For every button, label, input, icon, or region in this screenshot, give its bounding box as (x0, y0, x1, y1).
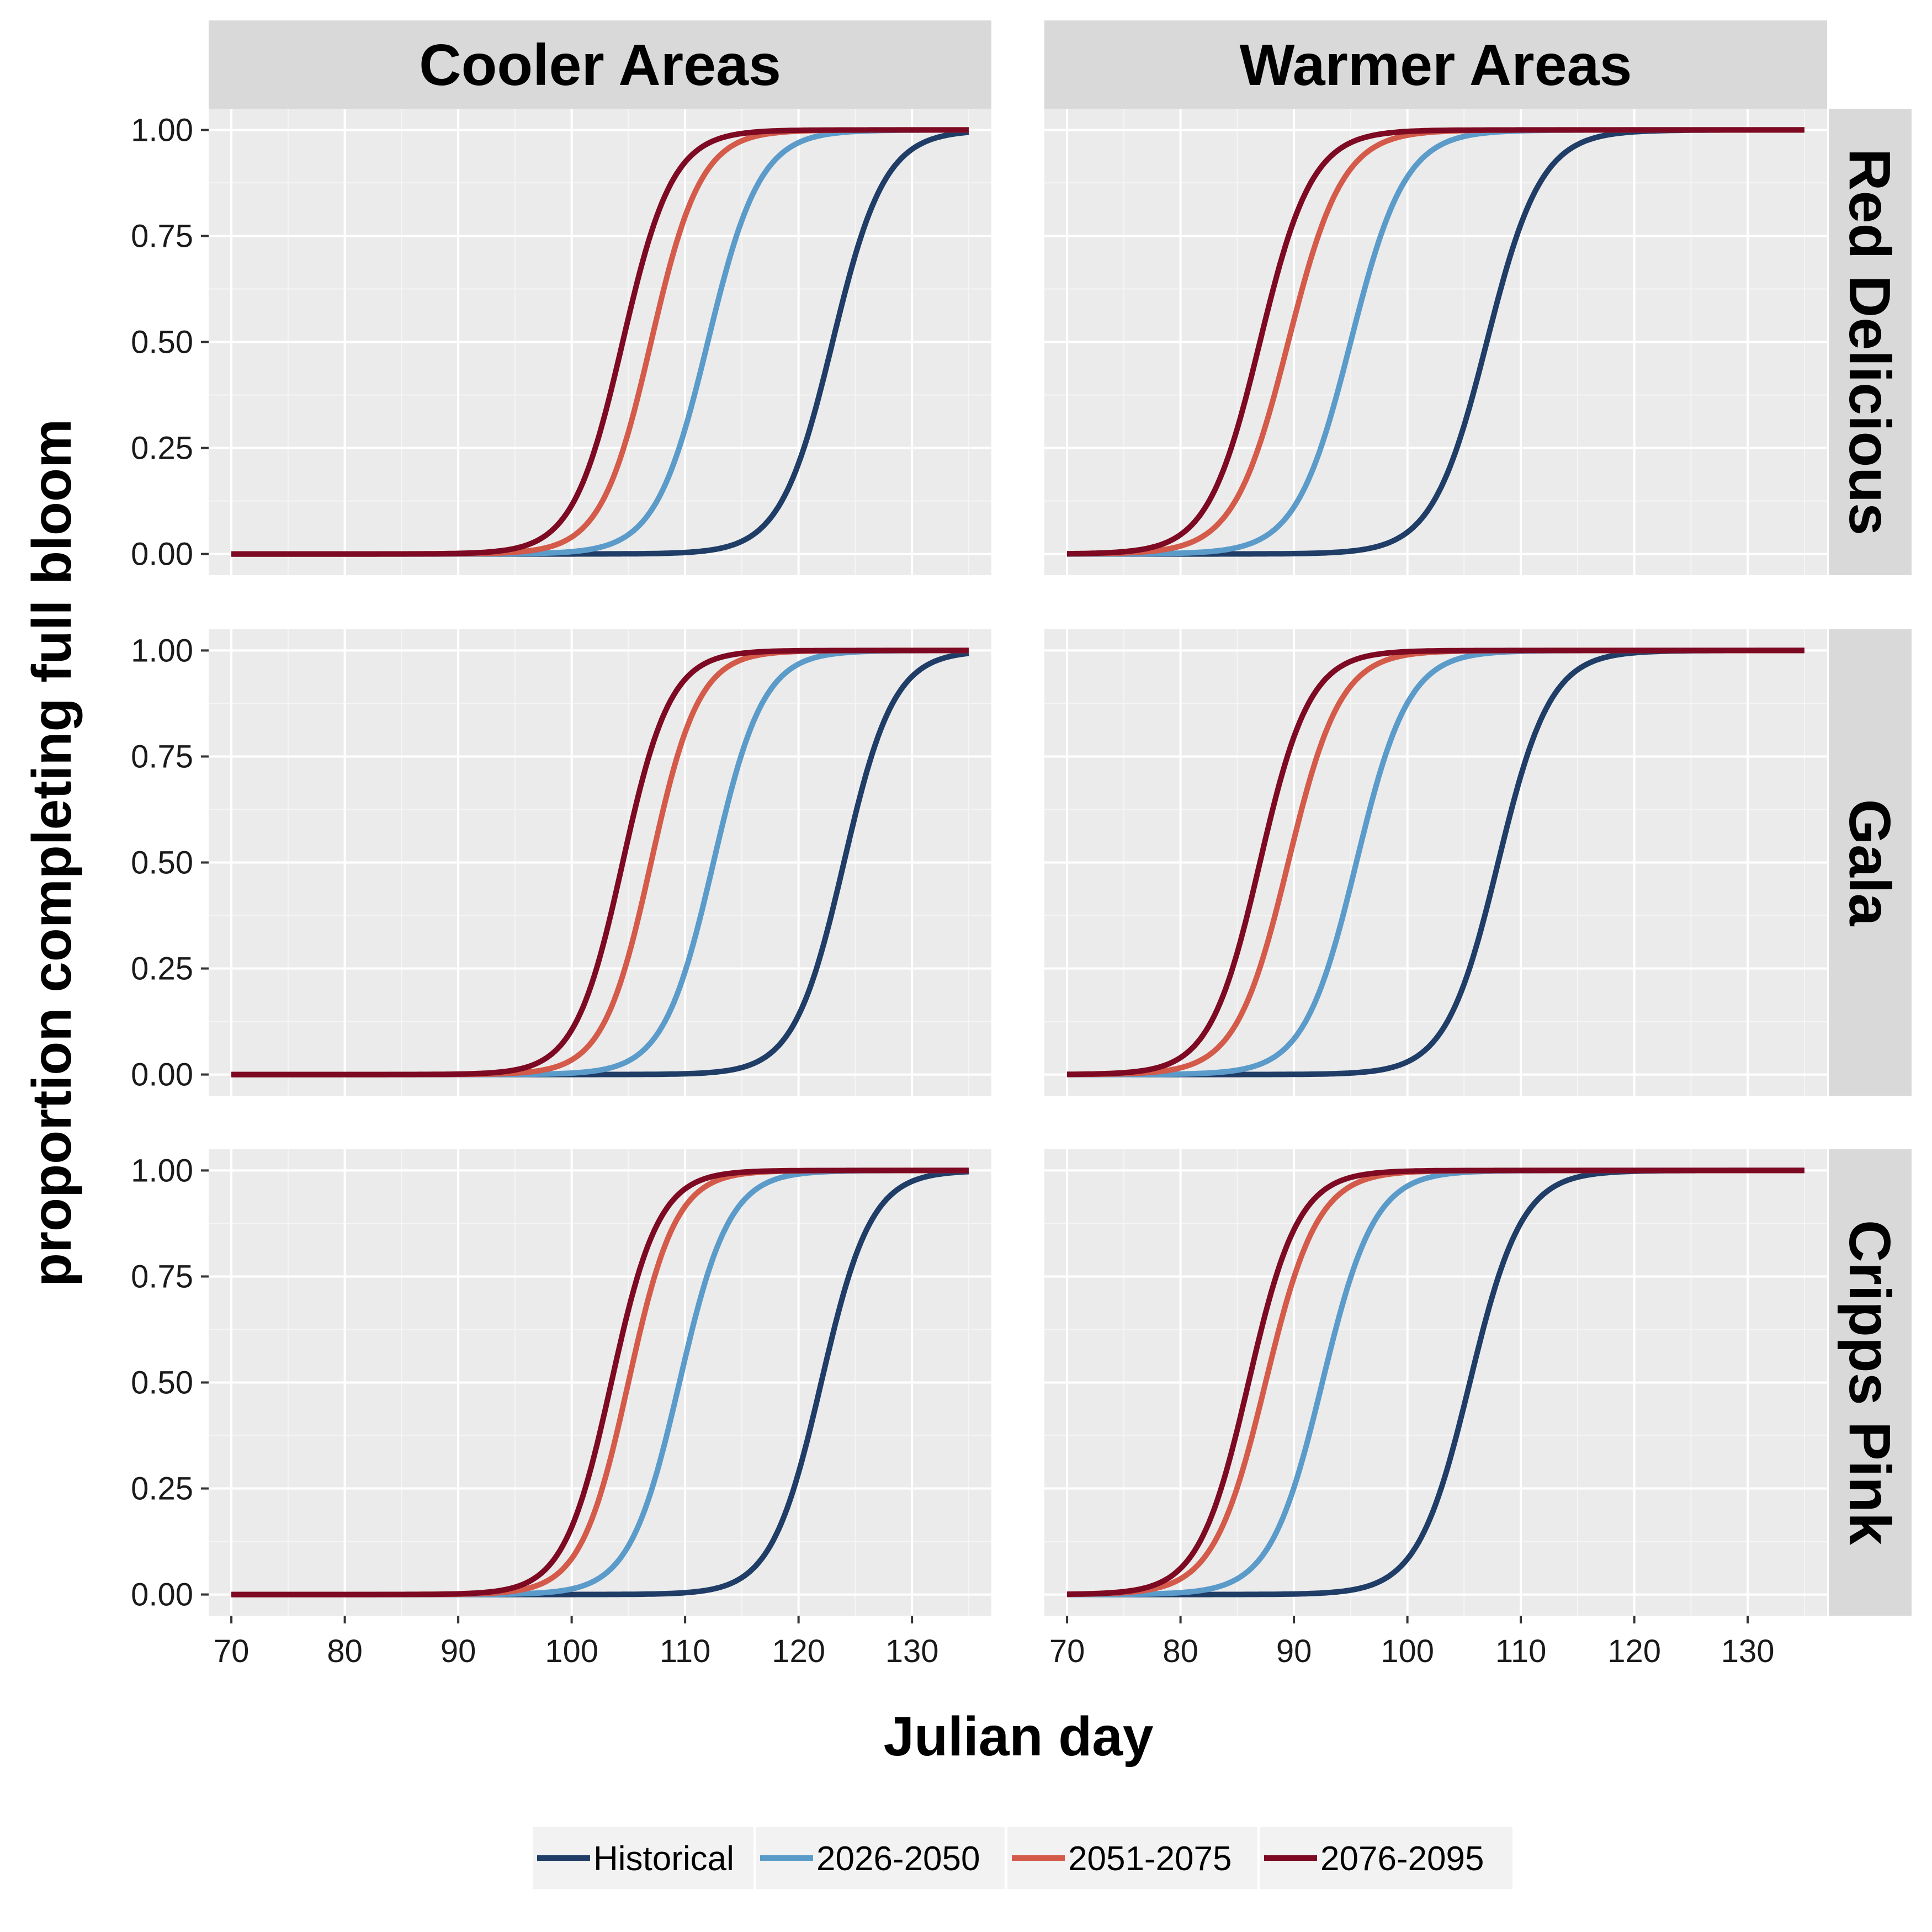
y-tick-label: 0.00 (131, 1577, 193, 1613)
x-tick-label: 110 (1495, 1633, 1546, 1669)
strip-label-gala: Gala (1837, 799, 1902, 927)
x-tick-label: 90 (1276, 1633, 1312, 1669)
y-tick-label: 0.50 (131, 325, 193, 360)
x-tick-label: 120 (1607, 1633, 1661, 1669)
legend: Historical 2026-2050 2051-2075 2076-2095 (533, 1827, 1512, 1889)
strip-label-cripps-pink: Cripps Pink (1837, 1220, 1902, 1546)
panel-red-delicious-warmer-areas (1044, 109, 1827, 575)
series-line-2076-2095 (1067, 1167, 1804, 1597)
series-line-2076-2095 (1067, 647, 1804, 1078)
panels-layer (209, 109, 1827, 1616)
y-axis-title: proportion completing full bloom (21, 419, 83, 1287)
x-tick-label: 130 (885, 1633, 939, 1669)
legend-item-2051-2075: 2051-2075 (1007, 1827, 1257, 1889)
series-line-2076-2095 (231, 647, 969, 1078)
legend-label: 2026-2050 (816, 1840, 980, 1878)
y-tick-label: 0.25 (131, 431, 193, 466)
series-line-2076-2095 (231, 1167, 969, 1597)
panel-cripps-pink-warmer-areas (1044, 1149, 1827, 1616)
x-tick-label: 100 (1381, 1633, 1434, 1669)
series-line-2076-2095 (1067, 127, 1804, 557)
strip-cooler-areas (209, 20, 991, 109)
y-tick-label: 1.00 (131, 1153, 193, 1188)
legend-item-2026-2050: 2026-2050 (756, 1827, 1005, 1889)
strip-gala (1829, 629, 1912, 1096)
y-tick-label: 0.00 (131, 1057, 193, 1093)
legend-label: Historical (593, 1840, 734, 1878)
panel-cripps-pink-cooler-areas (209, 1149, 991, 1616)
strip-label-red-delicious: Red Delicious (1837, 148, 1902, 535)
x-tick-label: 110 (660, 1633, 710, 1669)
y-tick-label: 0.25 (131, 951, 193, 987)
strip-cripps-pink (1829, 1149, 1912, 1616)
legend-label: 2076-2095 (1320, 1840, 1484, 1878)
legend-item-historical: Historical (533, 1827, 753, 1889)
panel-gala-warmer-areas (1044, 629, 1827, 1096)
y-tick-label: 0.75 (131, 739, 193, 774)
y-tick-label: 0.50 (131, 845, 193, 881)
legend-item-2076-2095: 2076-2095 (1260, 1827, 1512, 1889)
x-tick-label: 120 (772, 1633, 825, 1669)
y-tick-label: 1.00 (131, 633, 193, 668)
x-tick-label: 80 (327, 1633, 363, 1669)
y-tick-label: 1.00 (131, 112, 193, 148)
strip-red-delicious (1829, 109, 1912, 575)
x-tick-label: 130 (1721, 1633, 1775, 1669)
x-tick-label: 80 (1163, 1633, 1198, 1669)
x-tick-label: 70 (214, 1633, 250, 1669)
x-axis-title: Julian day (883, 1706, 1153, 1768)
strip-warmer-areas (1044, 20, 1827, 109)
x-tick-label: 90 (440, 1633, 476, 1669)
panel-red-delicious-cooler-areas (209, 109, 991, 575)
legend-label: 2051-2075 (1068, 1840, 1232, 1878)
strip-label-warmer-areas: Warmer Areas (1240, 33, 1632, 98)
y-tick-label: 0.75 (131, 1259, 193, 1294)
y-tick-label: 0.25 (131, 1471, 193, 1507)
x-tick-label: 100 (545, 1633, 598, 1669)
y-tick-label: 0.75 (131, 218, 193, 254)
panel-gala-cooler-areas (209, 629, 991, 1096)
axes-layer: 0.00 0.25 0.50 0.75 1.00 0.00 0.25 0.50 0.75 1.00… (131, 112, 1774, 1669)
series-line-2076-2095 (231, 127, 969, 557)
y-tick-label: 0.50 (131, 1365, 193, 1401)
y-tick-label: 0.00 (131, 537, 193, 572)
strip-label-cooler-areas: Cooler Areas (419, 33, 781, 98)
strips-layer: Cooler Areas Warmer Areas Red Delicious Gal… (209, 20, 1912, 1616)
x-tick-label: 70 (1049, 1633, 1085, 1669)
